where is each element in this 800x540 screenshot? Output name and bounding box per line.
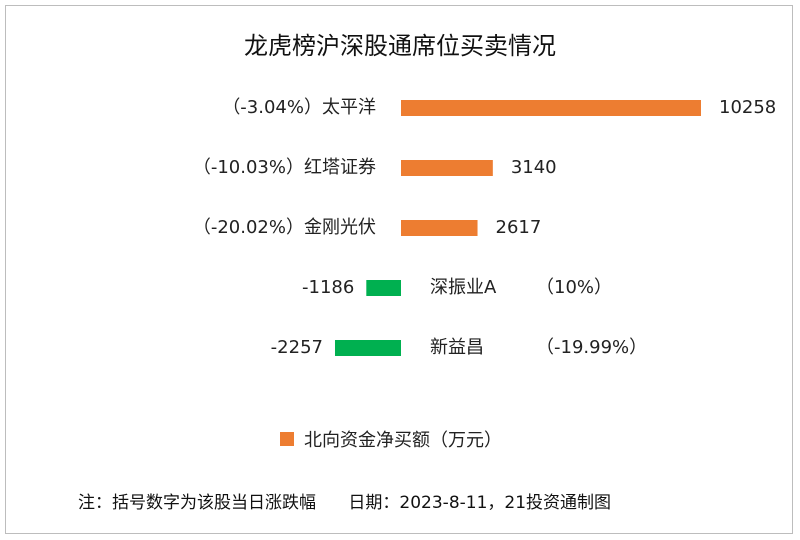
- bar-4: [334, 340, 401, 356]
- value-label-3: -1186: [302, 277, 354, 298]
- value-label-0: 10258: [719, 97, 776, 118]
- chart-title: 龙虎榜沪深股通席位买卖情况: [244, 32, 556, 60]
- chart-frame: [5, 5, 793, 534]
- bar-2: [401, 220, 478, 236]
- category-label-0: （-3.04%）太平洋: [222, 97, 376, 118]
- bar-1: [401, 160, 493, 176]
- legend: 北向资金净买额（万元）: [280, 426, 502, 452]
- value-label-4: -2257: [271, 337, 323, 358]
- category-label-1: （-10.03%）红塔证券: [193, 157, 376, 178]
- category-label-2: （-20.02%）金刚光伏: [193, 217, 376, 238]
- category-label-4: 新益昌: [430, 337, 484, 358]
- change-label-3: （10%）: [536, 277, 612, 298]
- bar-0: [401, 100, 701, 116]
- legend-label: 北向资金净买额（万元）: [304, 430, 502, 451]
- value-label-1: 3140: [511, 157, 557, 178]
- change-label-4: （-19.99%）: [536, 337, 647, 358]
- bar-3: [366, 280, 401, 296]
- value-label-2: 2617: [496, 217, 542, 238]
- legend-swatch: [280, 432, 294, 446]
- footnote: 注：括号数字为该股当日涨跌幅 日期：2023-8-11，21投资通制图: [78, 493, 612, 513]
- category-label-3: 深振业A: [430, 277, 497, 298]
